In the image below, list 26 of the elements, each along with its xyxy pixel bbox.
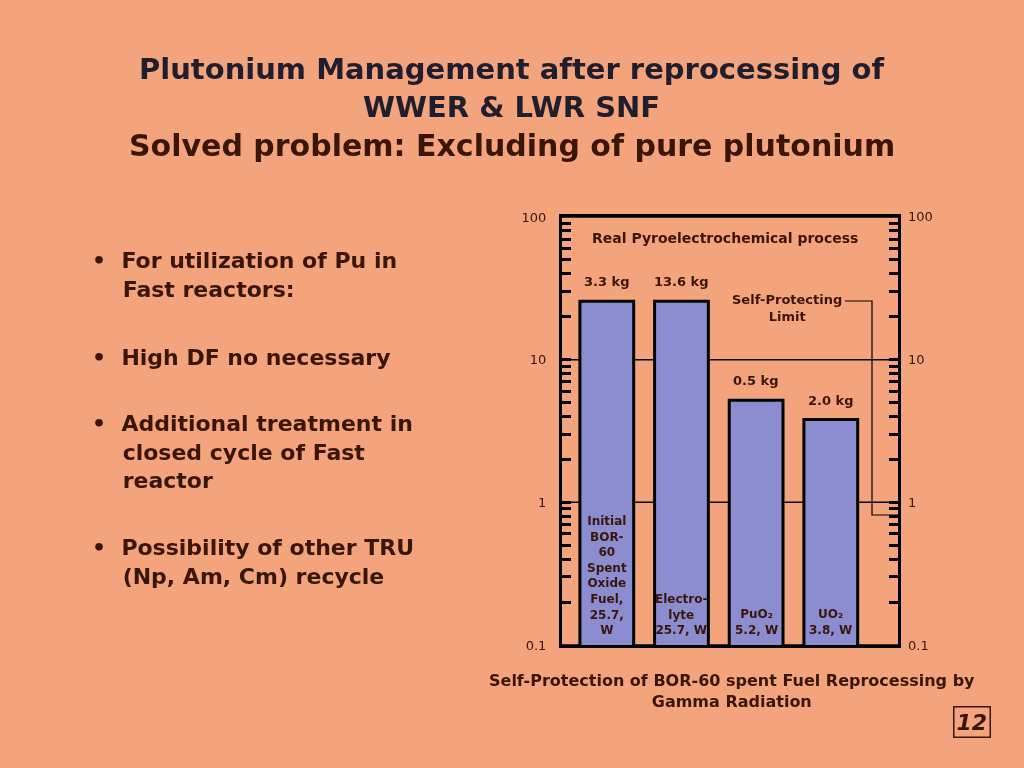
annotation: 13.6 kg [654, 274, 709, 289]
x-tick-label: Electro- lyte 25.7, W [655, 592, 708, 638]
text: 0.1 [908, 638, 929, 653]
y-tick-label: 1 [538, 494, 547, 510]
chart-subtitle: Solved problem: Excluding of pure plutonium [129, 128, 896, 163]
annotation: 0.5 kg [733, 373, 779, 388]
x-tick-label: UO₂ 3.8, W [809, 607, 853, 637]
text: 12 [956, 709, 988, 735]
annotation: Real Pyroelectrochemical process [592, 230, 859, 246]
text: • Additional treatment in closed cycle of Fast reactor [92, 411, 413, 494]
chart-title: Plutonium Management after reprocessing of WWER & LWR SNF [139, 52, 885, 124]
annotation: 2.0 kg [808, 393, 854, 408]
y-tick-label: 100 [521, 209, 547, 225]
x-tick-label: PuO₂ 5.2, W [735, 607, 779, 637]
text: • For utilization of Pu in Fast reactors: [92, 248, 398, 302]
annotation: Self-Protecting Limit [732, 292, 843, 324]
text: Self-Protection of BOR-60 spent Fuel Reprocessing by Gamma Radiation [489, 671, 976, 711]
text: • High DF no necessary [92, 345, 391, 370]
annotation: 3.3 kg [584, 274, 630, 289]
y-tick-label: 0.1 [525, 637, 547, 653]
text: • Possibility of other TRU (Np, Am, Cm) recycle [92, 535, 415, 589]
y-tick-label: 10 [529, 352, 547, 368]
text: 1 [908, 495, 917, 510]
x-tick-label: Initial BOR- 60 Spent Oxide Fuel, 25.7, W [587, 514, 627, 638]
text: 10 [908, 352, 925, 367]
text: 100 [908, 209, 933, 224]
